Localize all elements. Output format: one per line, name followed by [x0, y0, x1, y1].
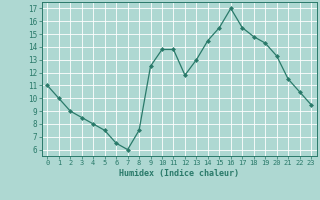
X-axis label: Humidex (Indice chaleur): Humidex (Indice chaleur) [119, 169, 239, 178]
